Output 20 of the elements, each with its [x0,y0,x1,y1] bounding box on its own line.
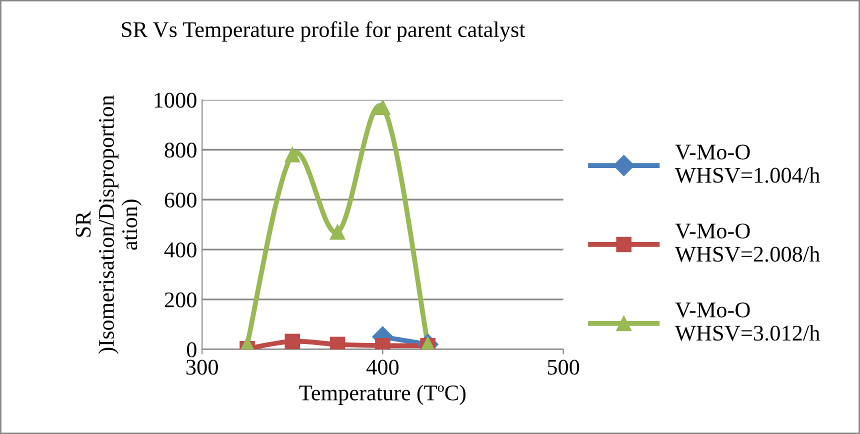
legend-label: V-Mo-O WHSV=1.004/h [674,144,820,183]
y-axis-title: SR )Isomerisation/Disproportion ation) [76,95,142,354]
point [330,224,346,240]
x-tick-label: 300 [186,360,218,375]
chart-title: SR Vs Temperature profile for parent catalyst [122,21,526,42]
x-tick-label: 400 [366,360,399,375]
point [284,147,300,162]
legend-label: V-Mo-O WHSV=2.008/h [674,224,820,262]
point [240,336,255,350]
y-tick-label: 400 [164,242,196,258]
y-tick-label: 0 [186,342,196,358]
point [375,100,390,115]
y-tick-label: 800 [164,142,196,158]
point [330,336,346,350]
y-tick-label: 200 [164,292,196,308]
y-tick-label: 600 [164,192,196,208]
legend-label: V-Mo-O WHSV=3.012/h [674,302,820,341]
x-tick-label: 500 [548,360,580,375]
x-axis-title: Temperature (TºC) [299,384,466,405]
y-tick-label: 1000 [154,92,196,108]
